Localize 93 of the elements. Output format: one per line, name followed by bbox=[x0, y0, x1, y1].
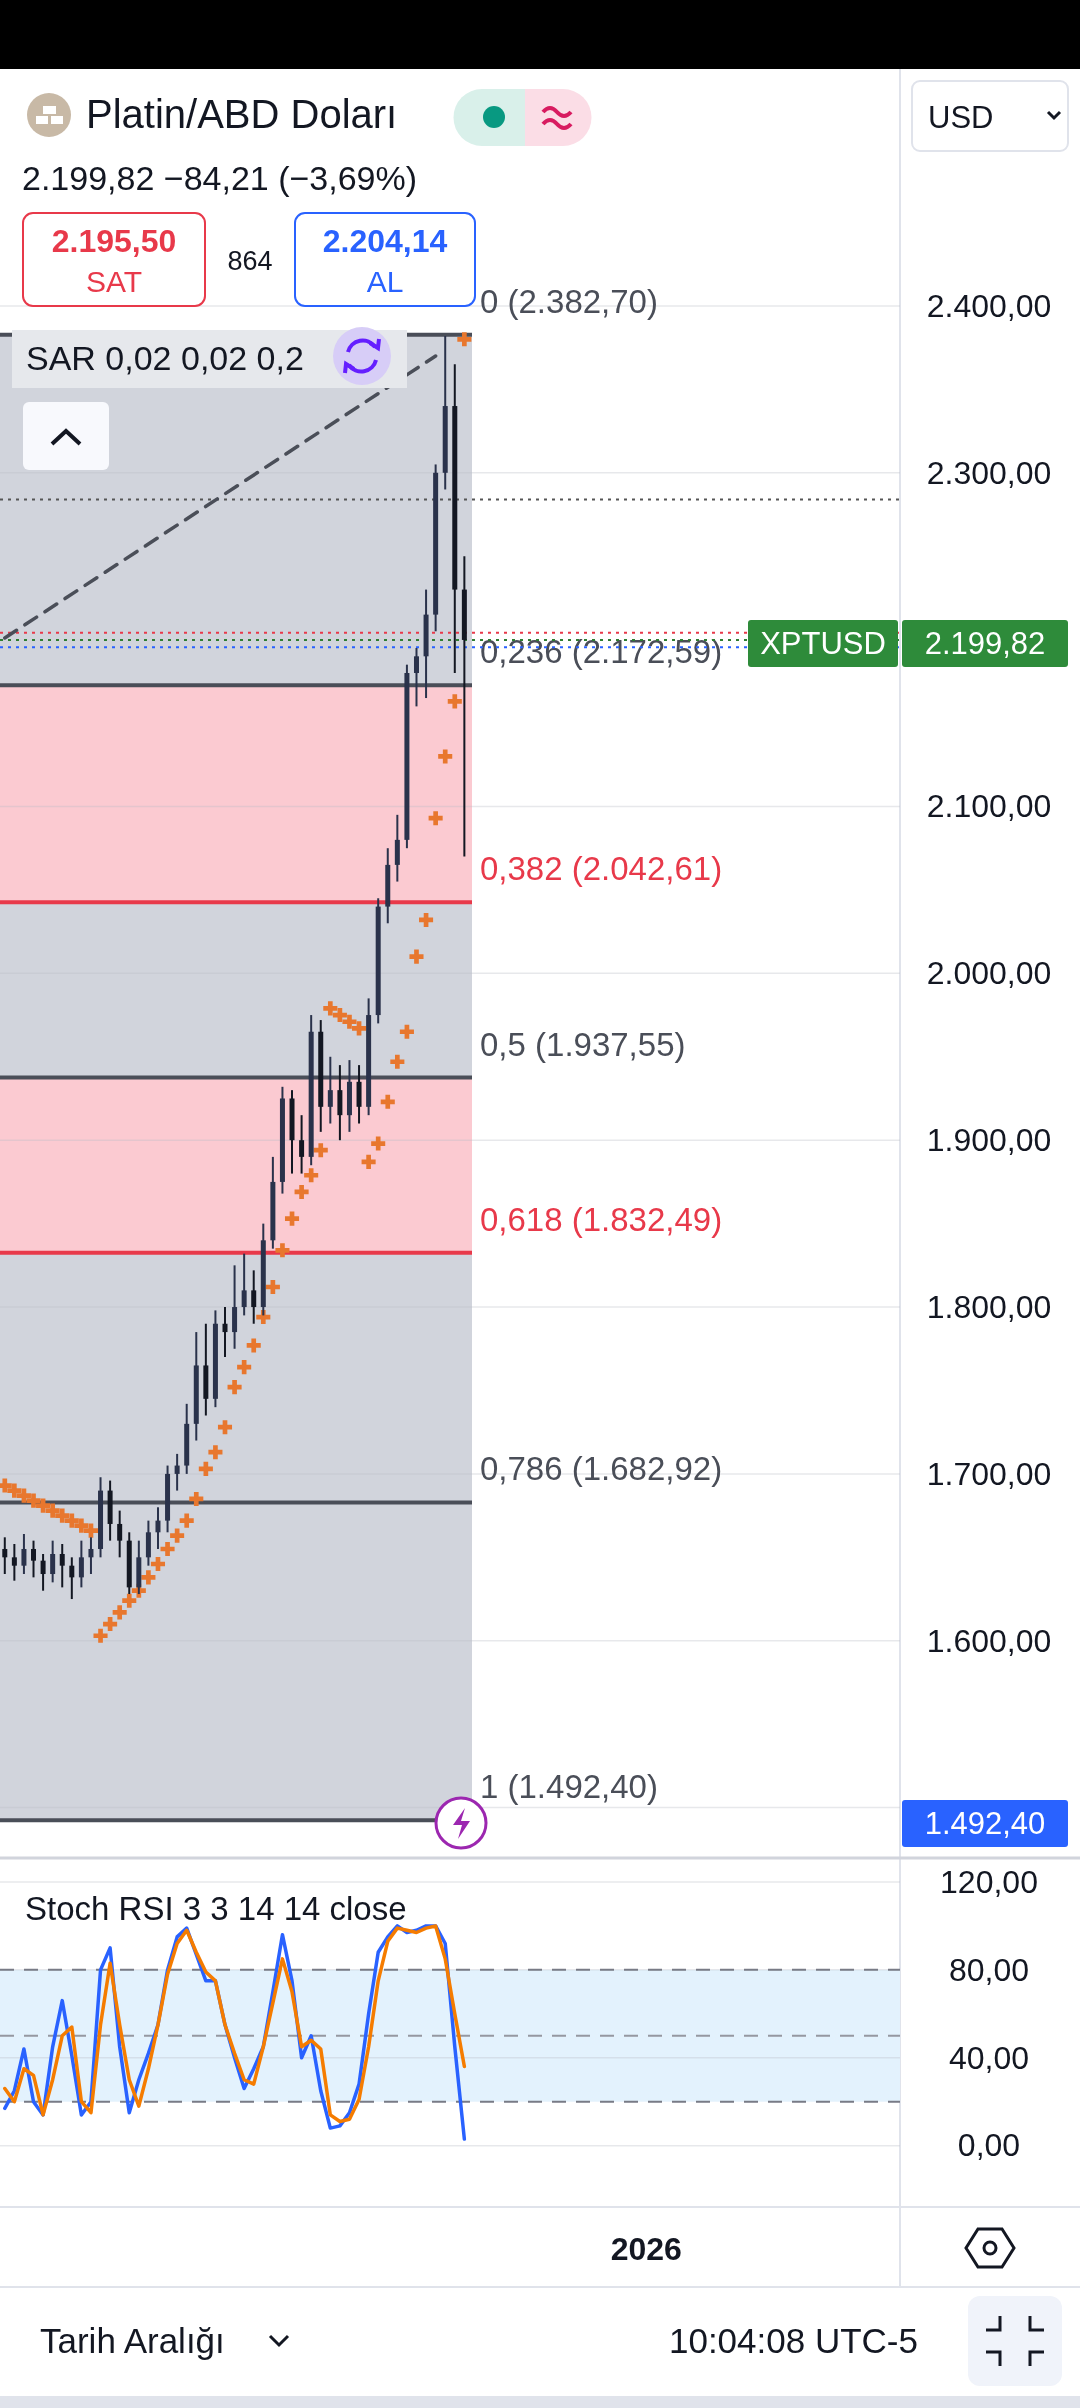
candlestick bbox=[31, 1539, 37, 1579]
y-tick-label: 2.100,00 bbox=[926, 788, 1052, 825]
text: Stoch RSI 3 3 14 14 close bbox=[25, 1890, 407, 1927]
candlestick bbox=[59, 1542, 65, 1589]
ref-line-label: 0 (2.382,70) bbox=[480, 282, 658, 320]
point bbox=[342, 1014, 357, 1029]
annotation: 864 bbox=[227, 246, 273, 276]
point bbox=[399, 1024, 414, 1039]
candlestick bbox=[299, 1114, 305, 1175]
point bbox=[83, 1523, 98, 1538]
candlestick bbox=[88, 1536, 94, 1576]
ref-line-label: 0,618 (1.832,49) bbox=[480, 1200, 723, 1238]
candlestick bbox=[117, 1509, 123, 1559]
point bbox=[112, 1605, 127, 1620]
point bbox=[428, 811, 443, 826]
point bbox=[390, 1054, 405, 1069]
text: 10:04:08 UTC-5 bbox=[668, 2321, 918, 2360]
point bbox=[179, 1513, 194, 1528]
annotation: 2.204,14 bbox=[322, 223, 448, 259]
point bbox=[371, 1136, 386, 1151]
point bbox=[352, 1021, 367, 1036]
text: 2.199,82 −84,21 (−3,69%) bbox=[22, 159, 418, 197]
ref-line-label: 0,236 (2.172,59) bbox=[480, 633, 723, 671]
y-tick-label: 40,00 bbox=[948, 2039, 1030, 2076]
y-tick-label: 120,00 bbox=[940, 1863, 1038, 1900]
point bbox=[284, 1211, 300, 1226]
point bbox=[189, 1491, 204, 1506]
candlestick bbox=[69, 1556, 75, 1601]
candlestick bbox=[413, 646, 419, 708]
point bbox=[361, 1154, 376, 1169]
candlestick bbox=[40, 1553, 46, 1592]
text: Platin/ABD Doları bbox=[86, 92, 398, 136]
point bbox=[141, 1570, 156, 1585]
annotation: SAT bbox=[85, 265, 143, 298]
point bbox=[323, 1001, 338, 1016]
point bbox=[275, 1243, 290, 1258]
point bbox=[93, 1628, 108, 1643]
point bbox=[208, 1445, 223, 1460]
candlestick bbox=[327, 1055, 333, 1125]
candlestick bbox=[174, 1452, 180, 1492]
text: 1.492,40 bbox=[924, 1806, 1046, 1841]
y-tick-label: 1.800,00 bbox=[926, 1288, 1052, 1325]
y-tick-label: 1.600,00 bbox=[926, 1622, 1052, 1659]
annotation: SAR 0,02 0,02 0,2 bbox=[26, 339, 304, 377]
point bbox=[26, 1493, 41, 1508]
point bbox=[7, 1483, 22, 1498]
text: Tarih Aralığı bbox=[40, 2321, 225, 2360]
point bbox=[64, 1513, 79, 1528]
y-tick-label: 2.000,00 bbox=[926, 955, 1052, 992]
point bbox=[457, 332, 472, 347]
candlestick bbox=[241, 1252, 247, 1317]
text: USD bbox=[928, 100, 994, 135]
text: 2.199,82 bbox=[924, 626, 1046, 661]
ref-line-label: 0,786 (1.682,92) bbox=[480, 1450, 723, 1488]
point bbox=[438, 749, 453, 764]
y-tick-label: 0,00 bbox=[957, 2127, 1021, 2164]
point bbox=[160, 1541, 175, 1557]
point bbox=[294, 1184, 309, 1199]
candlestick bbox=[222, 1306, 228, 1359]
point bbox=[246, 1338, 261, 1353]
point bbox=[447, 694, 462, 709]
annotation: XPTUSD bbox=[760, 626, 886, 661]
annotation: AL bbox=[366, 265, 404, 298]
ref-line-label: 1 (1.492,40) bbox=[480, 1768, 658, 1806]
candlestick bbox=[21, 1532, 27, 1576]
point bbox=[45, 1503, 60, 1518]
point bbox=[313, 1143, 328, 1158]
point bbox=[227, 1380, 242, 1395]
candlestick bbox=[11, 1542, 17, 1582]
point bbox=[122, 1593, 137, 1608]
candlestick bbox=[50, 1539, 56, 1584]
y-tick-label: 80,00 bbox=[948, 1951, 1030, 1988]
x-tick-label: 2026 bbox=[610, 2230, 682, 2267]
point bbox=[55, 1508, 70, 1523]
point bbox=[74, 1518, 89, 1533]
point bbox=[409, 949, 424, 964]
candlestick bbox=[155, 1506, 161, 1550]
ref-line-label: 0,382 (2.042,61) bbox=[480, 850, 723, 888]
y-tick-label: 2.400,00 bbox=[926, 287, 1052, 324]
y-tick-label: 1.700,00 bbox=[926, 1455, 1052, 1492]
point bbox=[170, 1528, 185, 1543]
ref-line-label: 0,5 (1.937,55) bbox=[480, 1025, 686, 1063]
candlestick bbox=[2, 1536, 8, 1576]
point bbox=[217, 1420, 233, 1435]
candlestick bbox=[78, 1539, 84, 1589]
point bbox=[304, 1168, 319, 1183]
annotation: 2.195,50 bbox=[51, 223, 177, 259]
y-tick-label: 1.900,00 bbox=[926, 1121, 1052, 1158]
candlestick bbox=[251, 1269, 257, 1325]
point bbox=[16, 1488, 31, 1503]
y-tick-label: 2.300,00 bbox=[926, 454, 1052, 491]
point bbox=[36, 1498, 51, 1513]
point bbox=[380, 1094, 395, 1109]
